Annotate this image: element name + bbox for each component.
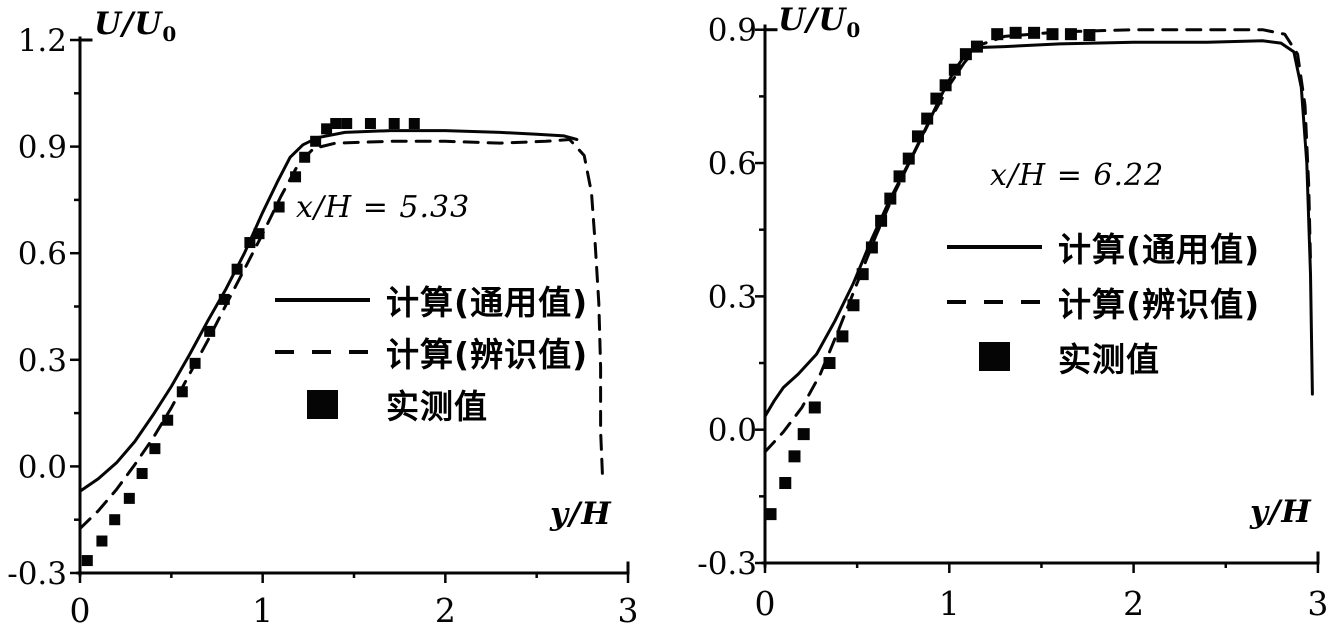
tick-labels: 1.2 0.9 0.6 0.3 0.0 -0.30 1 2 3 xyxy=(7,23,638,630)
x-axis-title: y/H xyxy=(550,496,612,532)
dashed-line-swatch-icon xyxy=(947,299,1042,304)
y-tick-label: 0.0 xyxy=(18,449,67,485)
y-tick-label: -0.3 xyxy=(697,546,757,582)
measured-points xyxy=(81,118,420,567)
x-tick-label: 1 xyxy=(252,591,273,630)
legend-row-computed-identified: 计算(辨识值) xyxy=(947,274,1260,329)
ticks xyxy=(70,38,630,583)
chart-left-xh-5.33: 1.2 0.9 0.6 0.3 0.0 -0.3 0 1 2 3 U/U0 y/H x/H = 5… xyxy=(0,0,660,636)
x-tick-label: 2 xyxy=(1123,584,1144,623)
legend-label: 计算(辨识值) xyxy=(386,335,589,374)
solid-curve xyxy=(763,39,1314,418)
tick-labels: 0.9 0.6 0.3 0.0 -0.30 1 2 3 xyxy=(697,13,1328,623)
ticks xyxy=(755,28,1320,573)
legend-label: 计算(通用值) xyxy=(386,283,589,322)
legend-label: 实测值 xyxy=(1058,339,1160,379)
legend-label: 实测值 xyxy=(386,387,488,426)
x-tick-label: 3 xyxy=(618,591,639,630)
legend-label: 计算(通用值) xyxy=(1058,229,1261,269)
y-tick-label: -0.3 xyxy=(7,556,67,592)
measured-points xyxy=(764,26,1096,521)
y-tick-label: 0.6 xyxy=(18,236,67,272)
series-group xyxy=(763,26,1314,521)
dashed-curve xyxy=(78,138,604,531)
legend-row-measured: 实测值 xyxy=(947,329,1260,384)
x-axis-title: y/H xyxy=(1250,494,1312,530)
annotation-xh: x/H = 5.33 xyxy=(296,190,471,225)
x-tick-label: 0 xyxy=(755,584,776,623)
chart-right-xh-6.22: 0.9 0.6 0.3 0.0 -0.3 0 1 2 3 U/U0 y/H x/H = 6.22… xyxy=(660,0,1329,636)
solid-curve xyxy=(78,129,579,493)
y-tick-label: 0.3 xyxy=(708,279,757,315)
legend: 计算(通用值) 计算(辨识值) 实测值 xyxy=(947,219,1260,384)
legend-label: 计算(辨识值) xyxy=(1058,284,1261,324)
chart-canvas-right: 0.9 0.6 0.3 0.0 -0.30 1 2 3 xyxy=(697,13,1328,623)
square-marker-swatch-icon xyxy=(307,389,338,419)
square-marker-swatch-icon xyxy=(979,342,1010,371)
solid-line-swatch-icon xyxy=(275,298,370,302)
y-axis-title: U/U0 xyxy=(94,6,178,47)
y-tick-label: 1.2 xyxy=(18,23,67,59)
legend-row-computed-general: 计算(通用值) xyxy=(275,274,588,326)
solid-line-swatch-icon xyxy=(947,244,1042,249)
dashed-curve xyxy=(763,28,1312,454)
y-axis-title: U/U0 xyxy=(778,2,862,43)
y-tick-label: 0.9 xyxy=(18,130,67,166)
y-tick-label: 0.6 xyxy=(708,146,757,182)
x-tick-label: 3 xyxy=(1307,584,1328,623)
x-tick-label: 2 xyxy=(435,591,456,630)
x-tick-label: 0 xyxy=(70,591,91,630)
annotation-xh: x/H = 6.22 xyxy=(990,158,1165,193)
legend-row-measured: 实测值 xyxy=(275,378,588,430)
legend-row-computed-identified: 计算(辨识值) xyxy=(275,326,588,378)
legend: 计算(通用值) 计算(辨识值) 实测值 xyxy=(275,274,588,430)
legend-row-computed-general: 计算(通用值) xyxy=(947,219,1260,274)
y-tick-label: 0.9 xyxy=(708,13,757,49)
dashed-line-swatch-icon xyxy=(275,350,370,354)
chart-canvas-left: 1.2 0.9 0.6 0.3 0.0 -0.30 1 2 3 xyxy=(7,23,638,630)
y-tick-label: 0.3 xyxy=(18,343,67,379)
x-tick-label: 1 xyxy=(939,584,960,623)
series-group xyxy=(78,118,604,567)
y-tick-label: 0.0 xyxy=(708,413,757,449)
